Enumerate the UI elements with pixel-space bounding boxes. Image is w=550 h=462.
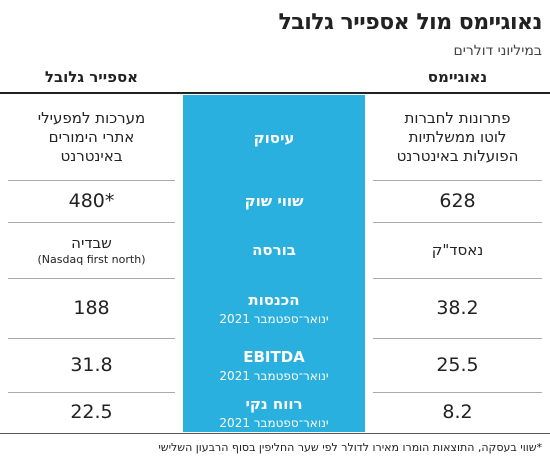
row-separator bbox=[373, 180, 542, 181]
row-separator bbox=[8, 392, 175, 393]
row-label-cell: בורסה bbox=[183, 222, 365, 278]
row-label-cell: רווח נקי ינואר־ספטמבר 2021 bbox=[183, 392, 365, 432]
bottom-rule bbox=[0, 433, 550, 434]
right-cell: 25.5 bbox=[365, 338, 550, 392]
cell-text: 8.2 bbox=[442, 401, 473, 423]
cell-text: 38.2 bbox=[436, 297, 479, 319]
row-label-cell: EBITDA ינואר־ספטמבר 2021 bbox=[183, 338, 365, 392]
cell-text: פתרונות לחברות bbox=[404, 109, 511, 127]
row-label: רווח נקי bbox=[245, 394, 303, 413]
right-cell: 38.2 bbox=[365, 278, 550, 338]
row-label-cell: עיסוק bbox=[183, 95, 365, 180]
cell-text: (Nasdaq first north) bbox=[37, 253, 146, 266]
row-label: EBITDA bbox=[243, 347, 305, 366]
row-sublabel: ינואר־ספטמבר 2021 bbox=[219, 311, 329, 326]
cell-text: שבדיה bbox=[71, 234, 112, 252]
cell-text: 188 bbox=[73, 297, 110, 319]
cell-text: באינטרנט bbox=[60, 147, 123, 165]
cell-text: 25.5 bbox=[436, 354, 479, 376]
row-separator bbox=[8, 180, 175, 181]
row-separator bbox=[8, 278, 175, 279]
left-cell: 480* bbox=[0, 180, 183, 222]
right-cell: נאסד"ק bbox=[365, 222, 550, 278]
title: נאוגיימס מול אספייר גלובל bbox=[278, 10, 542, 35]
row-sublabel: ינואר־ספטמבר 2021 bbox=[219, 368, 329, 383]
cell-text: מערכות למפעילי bbox=[37, 109, 146, 127]
cell-text: הפועלות באינטרנט bbox=[396, 147, 519, 165]
row-label-cell: הכנסות ינואר־ספטמבר 2021 bbox=[183, 278, 365, 338]
right-cell: 8.2 bbox=[365, 392, 550, 432]
header-rule bbox=[0, 92, 550, 94]
footnote: *שווי בעסקה, התוצאות הומרו מאירו לדולר ל… bbox=[158, 441, 542, 454]
row-sublabel: ינואר־ספטמבר 2021 bbox=[219, 415, 329, 430]
cell-text: לוטו ממשלתיות bbox=[408, 128, 507, 146]
column-header: נאוגיימס bbox=[427, 68, 488, 86]
left-cell: 31.8 bbox=[0, 338, 183, 392]
column-header: אספייר גלובל bbox=[44, 68, 139, 86]
left-cell: 188 bbox=[0, 278, 183, 338]
row-label: הכנסות bbox=[248, 290, 300, 309]
cell-text: אתרי הימורים bbox=[48, 128, 135, 146]
left-cell: מערכות למפעילי אתרי הימורים באינטרנט bbox=[0, 95, 183, 180]
left-cell: שבדיה (Nasdaq first north) bbox=[0, 222, 183, 278]
row-label: עיסוק bbox=[253, 128, 295, 147]
row-label: בורסה bbox=[252, 241, 296, 259]
row-separator bbox=[8, 338, 175, 339]
cell-text: 628 bbox=[439, 190, 476, 212]
cell-text: 22.5 bbox=[70, 401, 113, 423]
right-cell: פתרונות לחברות לוטו ממשלתיות הפועלות באינט… bbox=[365, 95, 550, 180]
cell-text: 31.8 bbox=[70, 354, 113, 376]
cell-text: נאסד"ק bbox=[431, 240, 484, 259]
cell-text: 480* bbox=[68, 190, 115, 212]
row-separator bbox=[373, 278, 542, 279]
left-cell: 22.5 bbox=[0, 392, 183, 432]
row-label-cell: שווי שוק bbox=[183, 180, 365, 222]
row-separator bbox=[373, 392, 542, 393]
row-separator bbox=[373, 338, 542, 339]
subtitle: במיליוני דולרים bbox=[453, 43, 542, 59]
row-label: שווי שוק bbox=[244, 192, 304, 210]
row-separator bbox=[8, 222, 175, 223]
right-cell: 628 bbox=[365, 180, 550, 222]
row-separator bbox=[373, 222, 542, 223]
